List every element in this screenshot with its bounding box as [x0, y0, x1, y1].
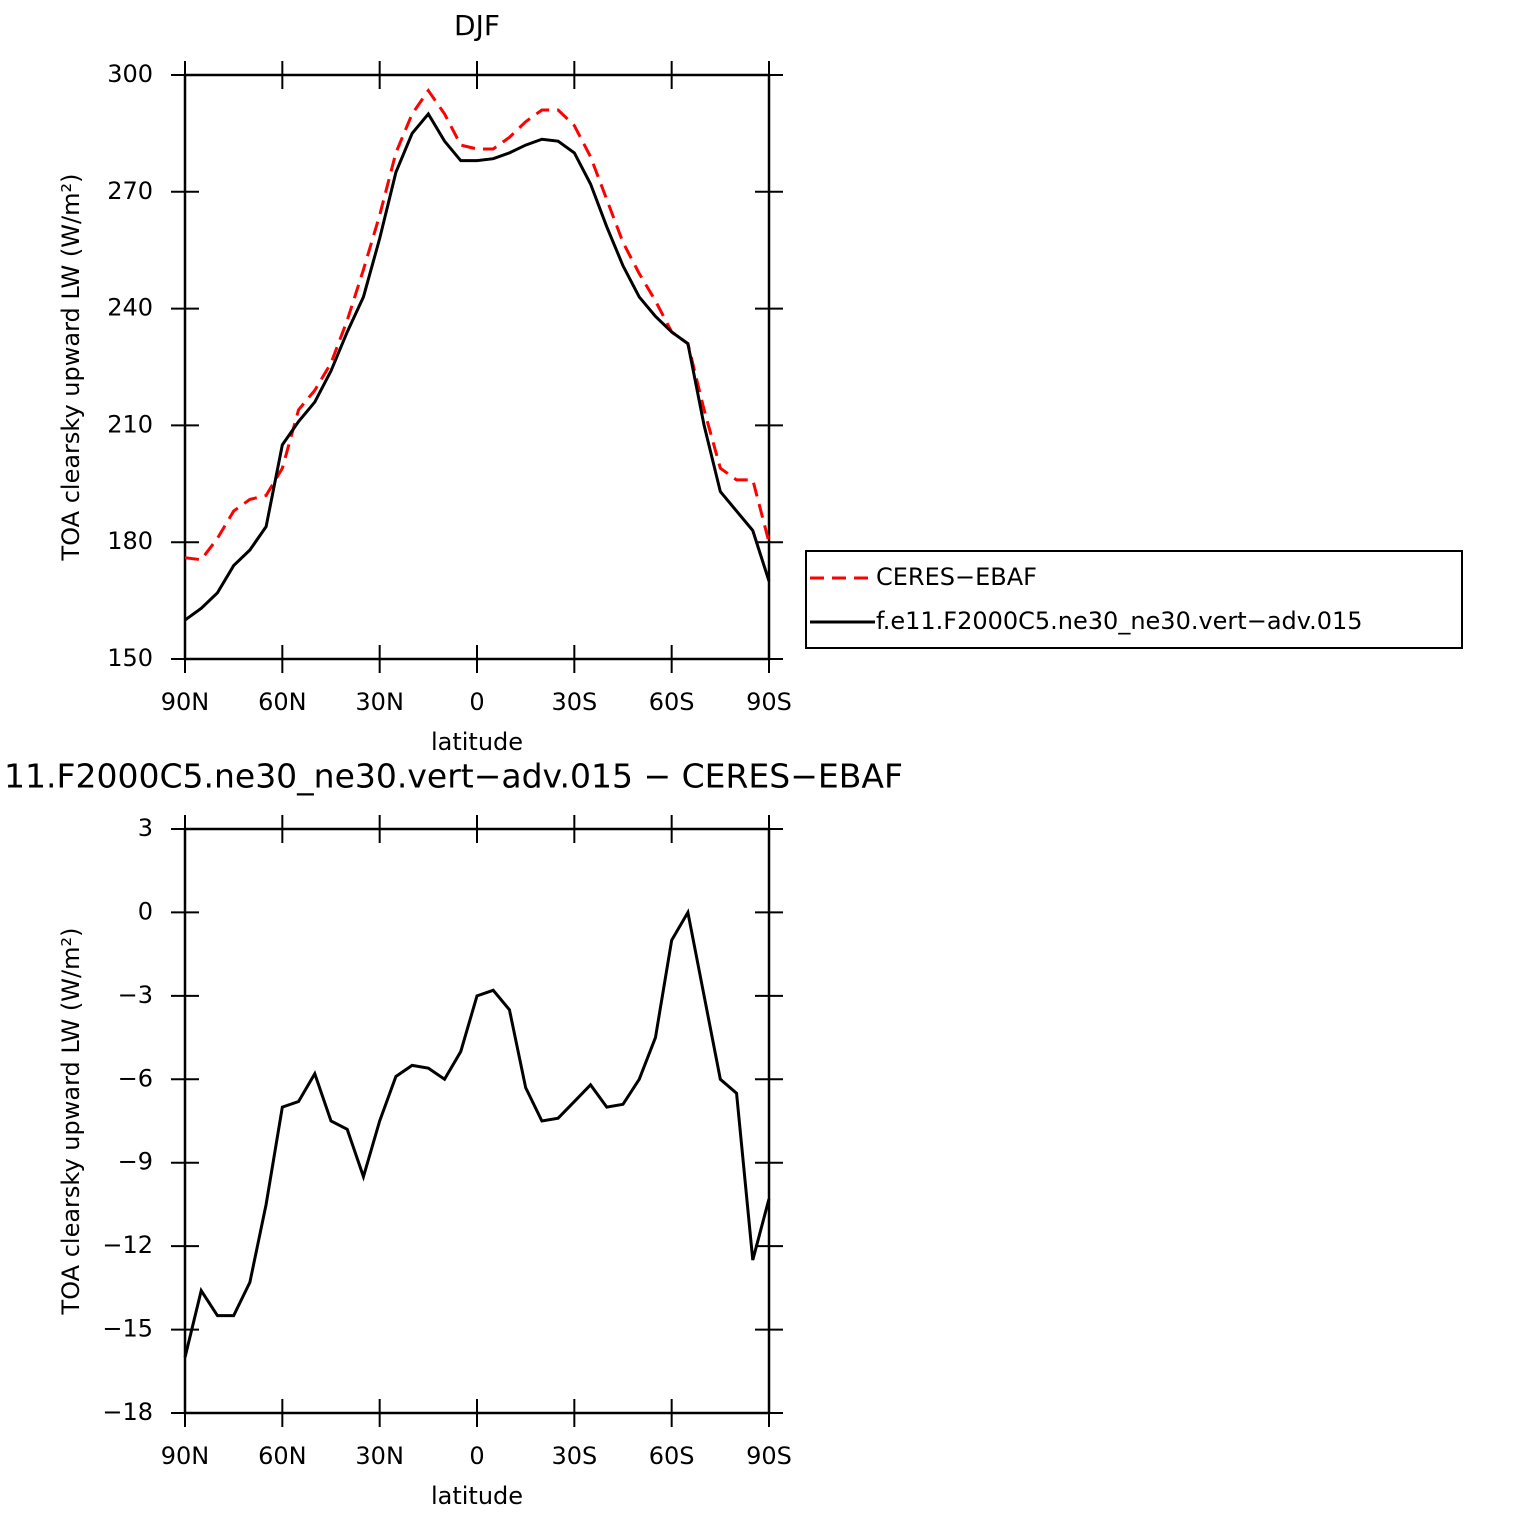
x-tick-label: 30N [355, 688, 404, 716]
data-line [183, 908, 771, 1358]
x-tick-label: 90S [746, 688, 792, 716]
y-tick-label: −15 [102, 1315, 153, 1343]
legend-label: f.e11.F2000C5.ne30_ne30.vert−adv.015 [876, 607, 1363, 635]
y-tick-label: 300 [107, 60, 153, 88]
y-tick-label: 0 [138, 897, 153, 925]
x-tick-label: 60N [258, 1442, 307, 1470]
x-tick-label: 60S [649, 688, 695, 716]
chart-title: 11.F2000C5.ne30_ne30.vert−adv.015 − CERE… [4, 757, 903, 796]
x-axis-label: latitude [431, 1482, 523, 1510]
x-tick-label: 60N [258, 688, 307, 716]
x-tick-label: 30N [355, 1442, 404, 1470]
y-tick-label: −18 [102, 1398, 153, 1426]
y-tick-label: 150 [107, 644, 153, 672]
x-tick-label: 90N [161, 688, 210, 716]
x-tick-label: 90N [161, 1442, 210, 1470]
chart-title: DJF [454, 9, 500, 42]
x-axis-label: latitude [431, 728, 523, 756]
legend-box [805, 550, 1463, 649]
y-tick-label: −6 [118, 1064, 153, 1092]
x-tick-label: 0 [469, 688, 484, 716]
y-tick-label: 3 [138, 814, 153, 842]
y-tick-label: −3 [118, 981, 153, 1009]
y-axis-label: TOA clearsky upward LW (W/m²) [57, 928, 85, 1316]
y-axis-label: TOA clearsky upward LW (W/m²) [57, 174, 85, 562]
y-tick-label: 240 [107, 294, 153, 322]
data-line [184, 111, 771, 622]
y-tick-label: 270 [107, 177, 153, 205]
y-tick-label: −9 [118, 1148, 153, 1176]
x-tick-label: 0 [469, 1442, 484, 1470]
plot-frame [183, 73, 771, 661]
x-tick-label: 60S [649, 1442, 695, 1470]
x-tick-label: 30S [551, 1442, 597, 1470]
y-tick-label: 210 [107, 410, 153, 438]
legend-label: CERES−EBAF [876, 563, 1037, 591]
y-tick-label: −12 [102, 1231, 153, 1259]
x-tick-label: 90S [746, 1442, 792, 1470]
y-tick-label: 180 [107, 527, 153, 555]
plot-frame [183, 827, 771, 1415]
x-tick-label: 30S [551, 688, 597, 716]
